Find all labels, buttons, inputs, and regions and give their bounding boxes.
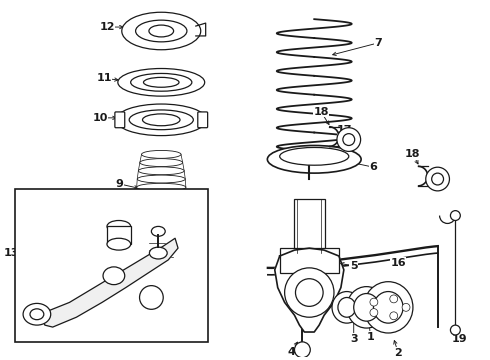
- Ellipse shape: [364, 282, 413, 333]
- Ellipse shape: [140, 216, 183, 224]
- Circle shape: [390, 312, 398, 320]
- Circle shape: [450, 325, 460, 335]
- Ellipse shape: [142, 150, 181, 158]
- FancyBboxPatch shape: [198, 112, 208, 128]
- Ellipse shape: [30, 309, 44, 320]
- Ellipse shape: [151, 226, 165, 236]
- Ellipse shape: [131, 73, 192, 91]
- Text: 15: 15: [55, 319, 70, 329]
- Ellipse shape: [373, 292, 403, 323]
- Ellipse shape: [280, 148, 349, 165]
- Circle shape: [343, 134, 355, 145]
- Bar: [107, 226, 131, 244]
- Circle shape: [295, 279, 323, 306]
- Ellipse shape: [107, 220, 131, 232]
- Text: 8: 8: [110, 241, 118, 251]
- Ellipse shape: [136, 20, 187, 42]
- Ellipse shape: [140, 159, 183, 167]
- Text: 9: 9: [116, 179, 124, 189]
- Circle shape: [390, 295, 398, 303]
- Text: 14: 14: [161, 224, 177, 233]
- Text: 11: 11: [96, 73, 112, 84]
- Ellipse shape: [137, 175, 185, 183]
- Ellipse shape: [103, 267, 125, 285]
- Ellipse shape: [138, 208, 184, 216]
- Text: 17: 17: [337, 125, 353, 135]
- Ellipse shape: [149, 25, 173, 37]
- Ellipse shape: [149, 247, 167, 259]
- Ellipse shape: [23, 303, 51, 325]
- Ellipse shape: [354, 293, 379, 321]
- Ellipse shape: [137, 200, 185, 208]
- Text: 13: 13: [3, 248, 19, 258]
- Ellipse shape: [107, 238, 131, 250]
- Circle shape: [294, 342, 310, 358]
- Text: 19: 19: [451, 334, 467, 344]
- Text: 2: 2: [394, 348, 402, 358]
- Text: 4: 4: [288, 347, 295, 357]
- Ellipse shape: [129, 110, 194, 130]
- FancyBboxPatch shape: [115, 112, 125, 128]
- Text: 7: 7: [374, 38, 382, 48]
- Text: 1: 1: [367, 332, 374, 342]
- Ellipse shape: [142, 224, 181, 232]
- Bar: [294, 199, 325, 253]
- Circle shape: [140, 285, 163, 309]
- FancyBboxPatch shape: [146, 234, 177, 266]
- Ellipse shape: [122, 12, 201, 50]
- Ellipse shape: [338, 297, 356, 317]
- Ellipse shape: [347, 287, 386, 328]
- Ellipse shape: [138, 167, 184, 175]
- Ellipse shape: [144, 77, 179, 87]
- Ellipse shape: [116, 104, 207, 136]
- Text: 12: 12: [99, 22, 115, 32]
- Bar: [280, 248, 339, 273]
- Ellipse shape: [118, 68, 205, 96]
- Text: 3: 3: [350, 334, 358, 344]
- Text: 6: 6: [369, 162, 377, 172]
- Circle shape: [370, 298, 378, 306]
- Text: 5: 5: [350, 261, 358, 271]
- Text: 10: 10: [93, 113, 108, 123]
- Circle shape: [450, 211, 460, 220]
- Ellipse shape: [137, 192, 186, 199]
- Polygon shape: [43, 238, 178, 327]
- Circle shape: [426, 167, 449, 191]
- Text: 18: 18: [314, 107, 329, 117]
- Ellipse shape: [332, 292, 362, 323]
- Circle shape: [402, 303, 410, 311]
- Circle shape: [432, 173, 443, 185]
- Polygon shape: [275, 248, 344, 332]
- Text: 17: 17: [430, 169, 445, 179]
- Text: 16: 16: [391, 258, 406, 268]
- Bar: [15, 189, 208, 342]
- Circle shape: [285, 268, 334, 317]
- Text: 15: 15: [137, 201, 152, 211]
- Ellipse shape: [137, 183, 186, 191]
- Text: 18: 18: [405, 149, 421, 159]
- Ellipse shape: [143, 114, 180, 126]
- Circle shape: [370, 309, 378, 316]
- Ellipse shape: [268, 145, 361, 173]
- Circle shape: [337, 128, 361, 152]
